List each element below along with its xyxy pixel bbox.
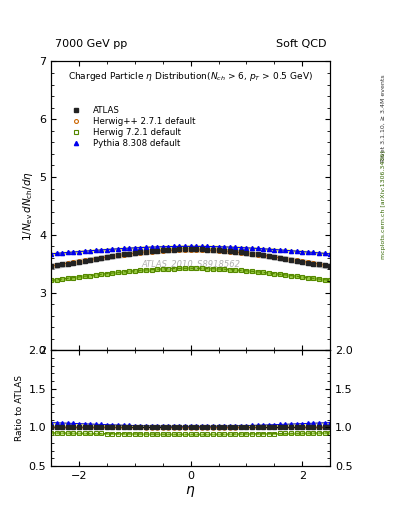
Text: ATLAS_2010_S8918562: ATLAS_2010_S8918562	[141, 259, 240, 268]
Herwig++ 2.7.1 default	[138, 249, 143, 255]
Text: 7000 GeV pp: 7000 GeV pp	[55, 38, 127, 49]
Pythia 8.308 default	[49, 251, 53, 257]
Herwig 7.2.1 default	[188, 265, 193, 271]
Herwig 7.2.1 default	[239, 267, 243, 273]
ATLAS	[328, 263, 332, 269]
Pythia 8.308 default	[239, 245, 243, 251]
Pythia 8.308 default	[255, 245, 260, 251]
X-axis label: $\eta$: $\eta$	[185, 483, 196, 499]
Herwig++ 2.7.1 default	[322, 262, 327, 268]
Herwig 7.2.1 default	[322, 276, 327, 283]
Herwig++ 2.7.1 default	[255, 251, 260, 258]
Text: mcplots.cern.ch [arXiv:1306.3436]: mcplots.cern.ch [arXiv:1306.3436]	[381, 151, 386, 259]
Line: ATLAS: ATLAS	[49, 247, 332, 269]
ATLAS	[255, 251, 260, 258]
Herwig++ 2.7.1 default	[132, 250, 137, 256]
Herwig 7.2.1 default	[328, 278, 332, 284]
Y-axis label: Ratio to ATLAS: Ratio to ATLAS	[15, 375, 24, 441]
Text: Soft QCD: Soft QCD	[276, 38, 326, 49]
Text: Rivet 3.1.10, ≥ 3.4M events: Rivet 3.1.10, ≥ 3.4M events	[381, 74, 386, 162]
Herwig++ 2.7.1 default	[49, 263, 53, 269]
Pythia 8.308 default	[138, 245, 143, 251]
ATLAS	[110, 253, 115, 259]
ATLAS	[138, 249, 143, 255]
Herwig 7.2.1 default	[255, 269, 260, 275]
Pythia 8.308 default	[132, 245, 137, 251]
Y-axis label: $1/N_{\rm ev}\,dN_{\rm ch}/d\eta$: $1/N_{\rm ev}\,dN_{\rm ch}/d\eta$	[21, 171, 35, 241]
ATLAS	[188, 246, 193, 252]
Herwig 7.2.1 default	[49, 278, 53, 284]
Herwig 7.2.1 default	[110, 270, 115, 276]
Pythia 8.308 default	[322, 250, 327, 257]
ATLAS	[132, 250, 137, 256]
Herwig 7.2.1 default	[132, 268, 137, 274]
Pythia 8.308 default	[110, 246, 115, 252]
Line: Pythia 8.308 default: Pythia 8.308 default	[49, 244, 332, 256]
ATLAS	[49, 263, 53, 269]
Legend: ATLAS, Herwig++ 2.7.1 default, Herwig 7.2.1 default, Pythia 8.308 default: ATLAS, Herwig++ 2.7.1 default, Herwig 7.…	[61, 103, 198, 151]
ATLAS	[322, 262, 327, 268]
Text: Charged Particle $\eta$ Distribution($N_{ch}$ > 6, $p_{T}$ > 0.5 GeV): Charged Particle $\eta$ Distribution($N_…	[68, 70, 313, 83]
Line: Herwig++ 2.7.1 default: Herwig++ 2.7.1 default	[49, 248, 332, 268]
Herwig++ 2.7.1 default	[188, 247, 193, 253]
Herwig++ 2.7.1 default	[239, 249, 243, 255]
Herwig++ 2.7.1 default	[328, 263, 332, 269]
ATLAS	[239, 249, 243, 255]
Line: Herwig 7.2.1 default: Herwig 7.2.1 default	[49, 266, 332, 282]
Herwig 7.2.1 default	[138, 267, 143, 273]
Pythia 8.308 default	[188, 243, 193, 249]
Pythia 8.308 default	[328, 251, 332, 257]
Herwig++ 2.7.1 default	[110, 253, 115, 259]
